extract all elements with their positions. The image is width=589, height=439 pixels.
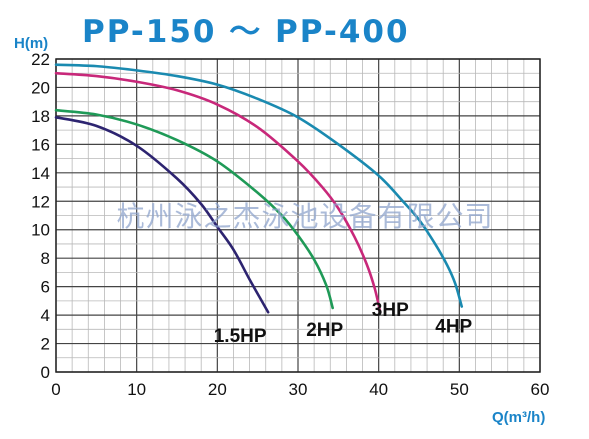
x-tick-label: 30 <box>289 380 308 399</box>
x-tick-label: 40 <box>369 380 388 399</box>
y-tick-label: 22 <box>31 50 50 69</box>
y-tick-label: 14 <box>31 164 50 183</box>
y-tick-label: 4 <box>41 306 50 325</box>
y-tick-label: 18 <box>31 107 50 126</box>
series-label-1-5hp: 1.5HP <box>214 326 267 347</box>
series-label-2hp: 2HP <box>306 320 343 341</box>
series-labels: 1.5HP 2HP 3HP 4HP <box>214 300 473 347</box>
x-tick-label: 10 <box>127 380 146 399</box>
series-curves <box>54 63 464 314</box>
x-tick-label: 0 <box>51 380 60 399</box>
y-tick-label: 8 <box>41 249 50 268</box>
series-curve-3hp <box>54 71 382 314</box>
x-axis-label: Q(m³/h) <box>492 409 545 426</box>
y-tick-label: 16 <box>31 135 50 154</box>
y-axis-label: H(m) <box>14 35 48 52</box>
series-curve-2hp <box>54 108 334 310</box>
x-tick-label: 50 <box>450 380 469 399</box>
plot-frame <box>55 58 541 373</box>
grid <box>55 58 541 373</box>
watermark: 杭州泳之杰泳池设备有限公司 <box>116 200 493 233</box>
x-tick-label: 20 <box>208 380 227 399</box>
series-label-3hp: 3HP <box>372 300 409 321</box>
y-tick-label: 0 <box>41 363 50 382</box>
y-tick-label: 6 <box>41 278 50 297</box>
x-tick-label: 60 <box>531 380 550 399</box>
y-tick-label: 10 <box>31 221 50 240</box>
series-label-4hp: 4HP <box>435 317 472 338</box>
y-tick-label: 2 <box>41 335 50 354</box>
series-curve-1-5hp <box>54 116 270 314</box>
y-tick-label: 12 <box>31 192 50 211</box>
series-curve-4hp <box>54 63 464 308</box>
chart-title: PP-150 ～ PP-400 <box>82 14 410 50</box>
axis-ticks: 0 2 4 6 8 10 12 14 16 18 20 22 0 10 20 30 40 50 60 <box>31 50 549 399</box>
y-tick-label: 20 <box>31 78 50 97</box>
